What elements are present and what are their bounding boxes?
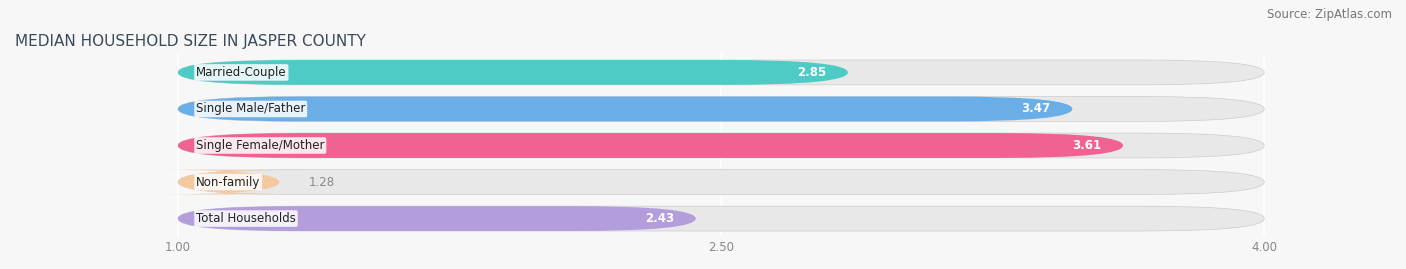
Text: 2.43: 2.43 bbox=[645, 212, 673, 225]
FancyBboxPatch shape bbox=[179, 133, 1123, 158]
Text: 2.85: 2.85 bbox=[797, 66, 827, 79]
Text: Single Female/Mother: Single Female/Mother bbox=[195, 139, 325, 152]
Text: Non-family: Non-family bbox=[195, 176, 260, 189]
Text: MEDIAN HOUSEHOLD SIZE IN JASPER COUNTY: MEDIAN HOUSEHOLD SIZE IN JASPER COUNTY bbox=[15, 34, 366, 49]
FancyBboxPatch shape bbox=[179, 206, 1264, 231]
Text: 3.47: 3.47 bbox=[1022, 102, 1050, 115]
FancyBboxPatch shape bbox=[156, 170, 301, 194]
Text: Single Male/Father: Single Male/Father bbox=[195, 102, 305, 115]
Text: Source: ZipAtlas.com: Source: ZipAtlas.com bbox=[1267, 8, 1392, 21]
FancyBboxPatch shape bbox=[179, 133, 1264, 158]
Text: Total Households: Total Households bbox=[195, 212, 295, 225]
FancyBboxPatch shape bbox=[179, 60, 1264, 85]
Text: 3.61: 3.61 bbox=[1073, 139, 1101, 152]
FancyBboxPatch shape bbox=[179, 60, 848, 85]
Text: Married-Couple: Married-Couple bbox=[195, 66, 287, 79]
FancyBboxPatch shape bbox=[179, 170, 1264, 194]
FancyBboxPatch shape bbox=[179, 206, 696, 231]
FancyBboxPatch shape bbox=[179, 97, 1073, 121]
FancyBboxPatch shape bbox=[179, 97, 1264, 121]
Text: 1.28: 1.28 bbox=[308, 176, 335, 189]
